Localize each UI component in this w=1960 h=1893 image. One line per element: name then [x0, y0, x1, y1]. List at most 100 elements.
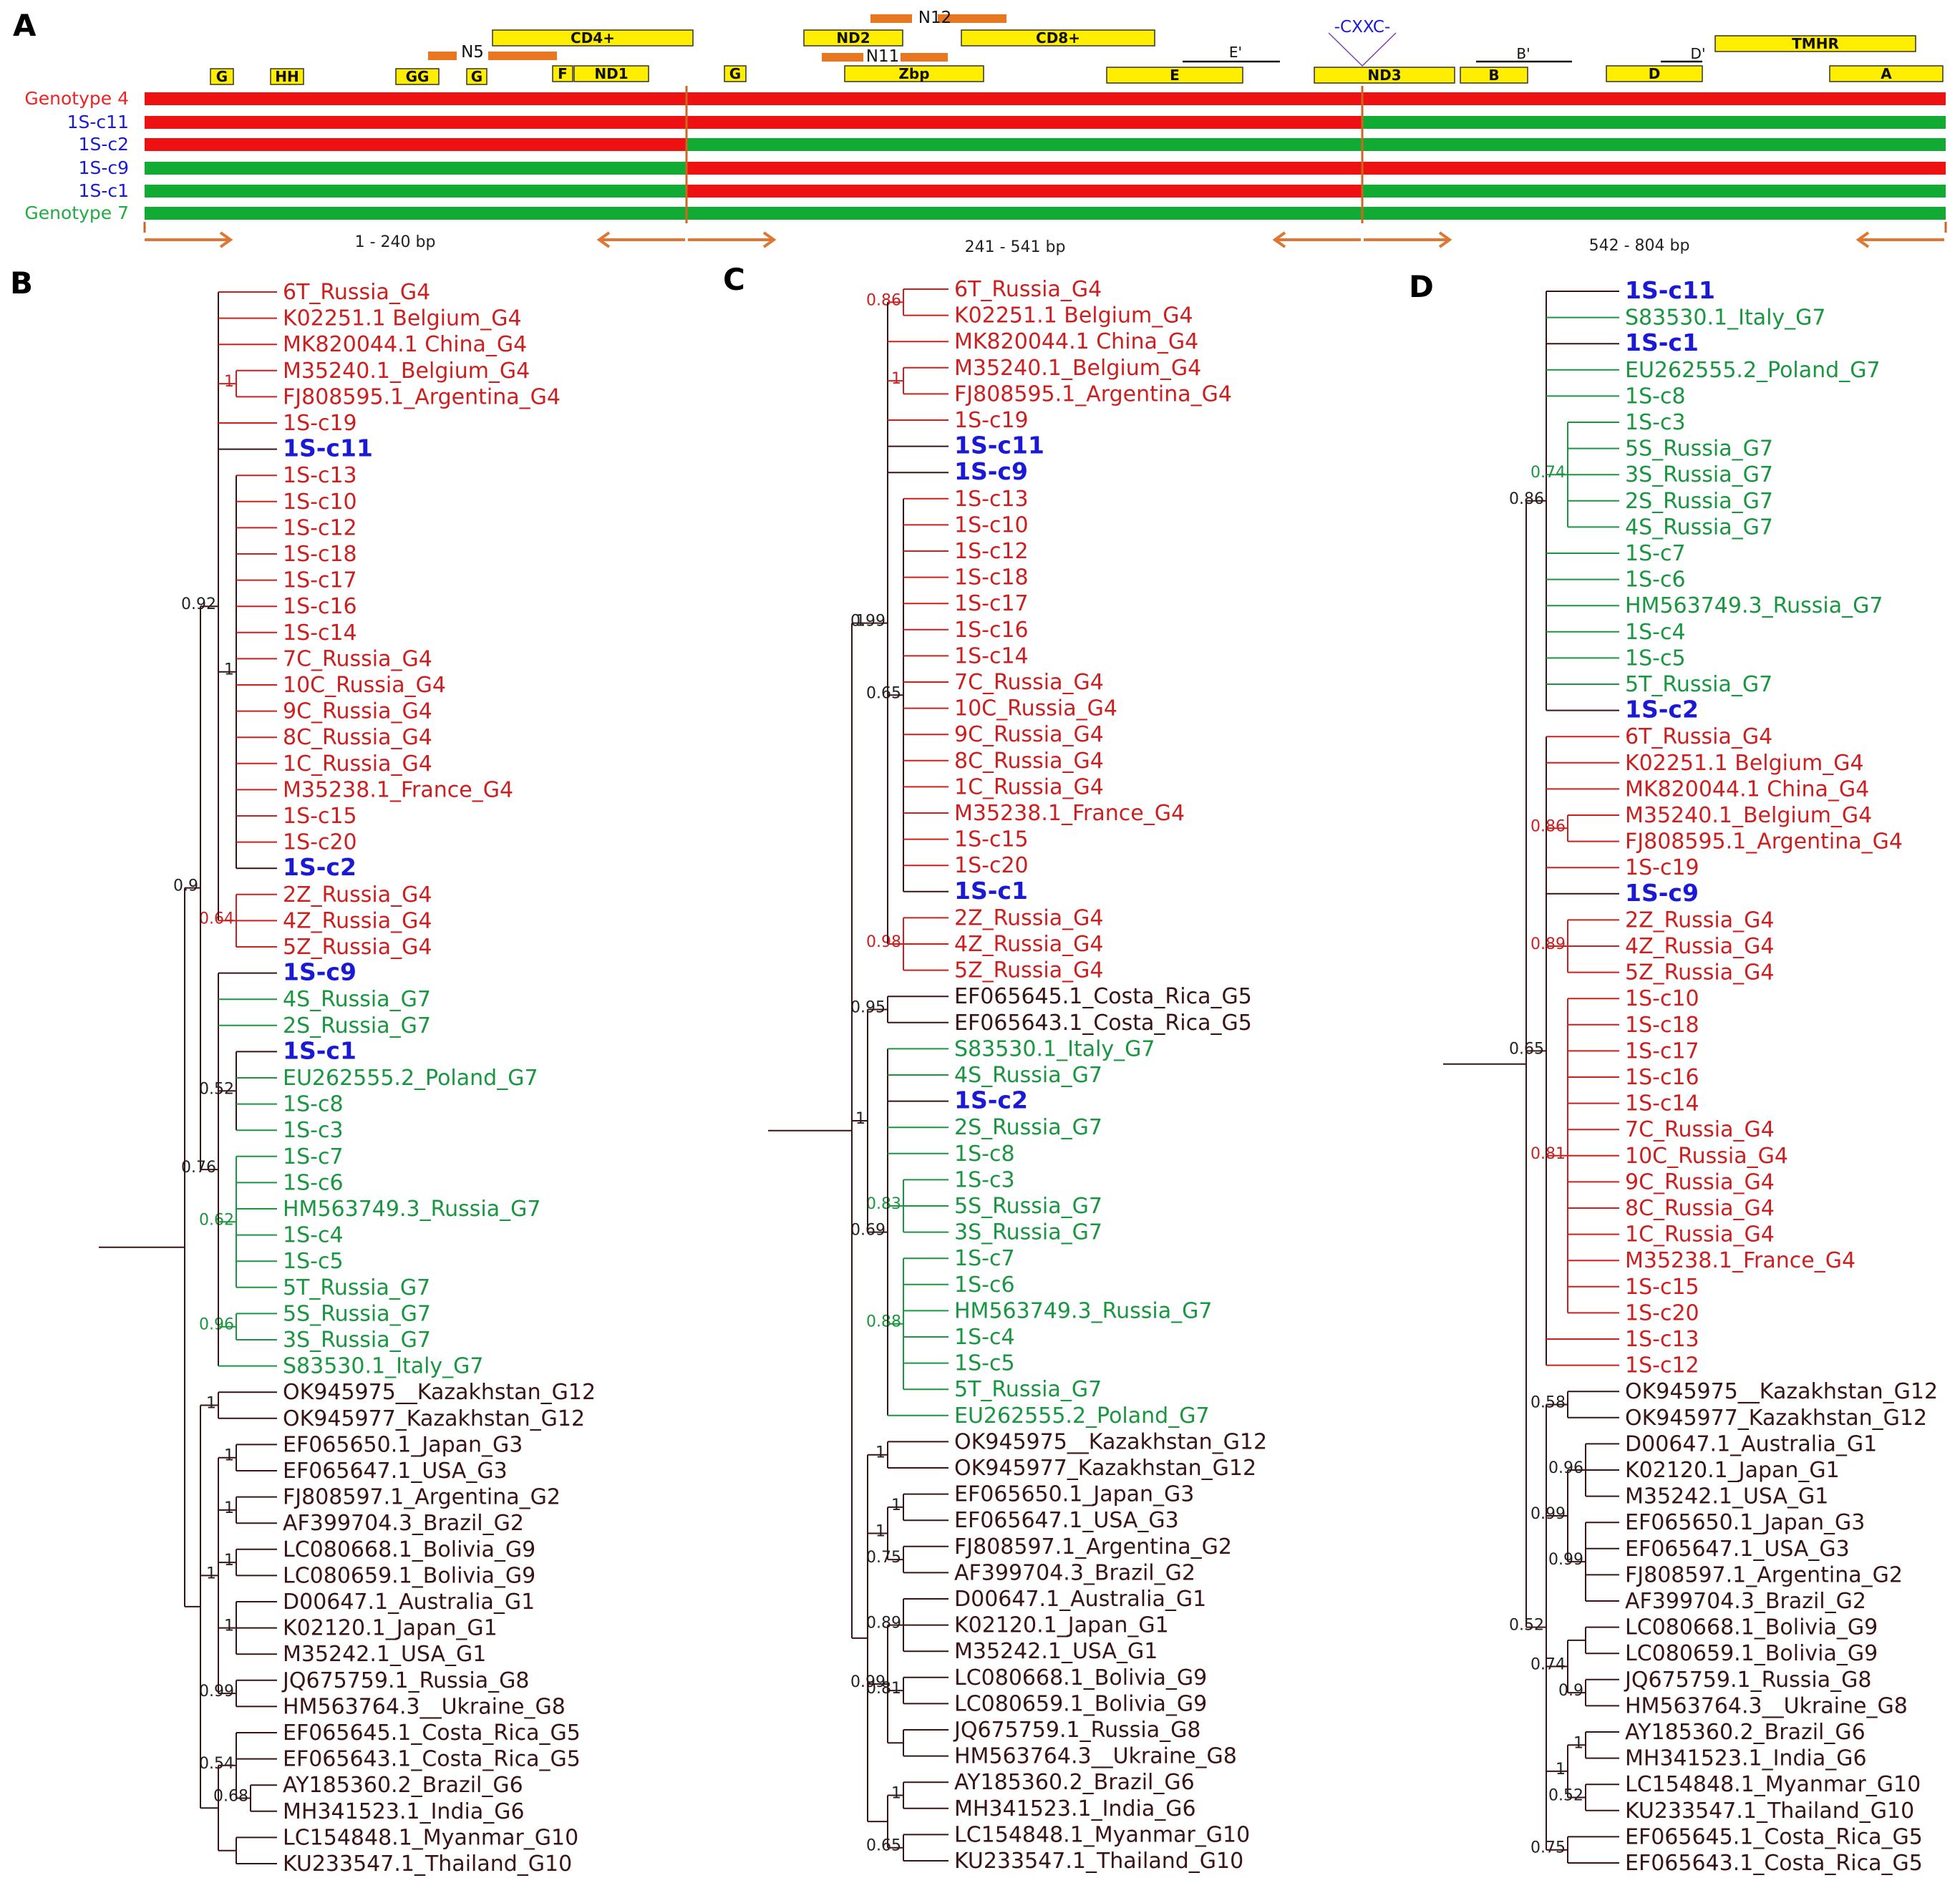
tree-leaf-label: OK945977_Kazakhstan_G12: [1625, 1406, 1927, 1431]
tree-leaf-label: EU262555.2_Poland_G7: [954, 1403, 1210, 1429]
line-label: E': [1229, 44, 1242, 61]
tree-leaf-label: 1S-c8: [954, 1142, 1015, 1167]
line-label: D': [1691, 45, 1706, 62]
support-value: 1: [224, 661, 234, 679]
tree-leaf-label: 1S-c7: [283, 1144, 344, 1169]
tree-leaf-label: 1S-c14: [1625, 1091, 1699, 1116]
domain-label: A: [1881, 65, 1892, 82]
tree-leaf-label: 1S-c5: [283, 1249, 344, 1274]
epitope-label: N12: [918, 9, 951, 27]
domain-label: ND3: [1367, 67, 1401, 84]
tree-leaf-label: 9C_Russia_G4: [1625, 1169, 1775, 1194]
support-value: 0.68: [213, 1788, 248, 1806]
domain-label: G: [471, 68, 482, 85]
support-value: 0.64: [199, 910, 234, 928]
tree-leaf-label: FJ808595.1_Argentina_G4: [954, 381, 1232, 407]
tree-leaf-label: 1S-c2: [1625, 696, 1699, 724]
tree-leaf-label: FJ808595.1_Argentina_G4: [1625, 829, 1903, 855]
domain-box: [466, 68, 487, 85]
tree-leaf-label: D00647.1_Australia_G1: [1625, 1431, 1877, 1456]
tree-leaf-label: 1S-c8: [1625, 384, 1686, 409]
tree-leaf-label: 1S-c6: [1625, 568, 1686, 593]
genome-segment: [145, 138, 687, 151]
region-arrow-head: [1438, 231, 1452, 248]
tree-leaf-label: 1S-c11: [283, 434, 373, 462]
support-value: 1: [855, 613, 865, 631]
tree-leaf-label: 1S-c5: [954, 1351, 1015, 1376]
support-value: 0.75: [866, 1549, 901, 1567]
epitope-label: N5: [461, 43, 484, 62]
genome-segment: [687, 162, 1362, 175]
tree-leaf-label: 1S-c5: [1625, 646, 1686, 671]
tree-leaf-label: LC154848.1_Myanmar_G10: [954, 1822, 1250, 1847]
tree-leaf-label: KU233547.1_Thailand_G10: [283, 1851, 572, 1877]
tree-leaf-label: 5S_Russia_G7: [1625, 437, 1773, 462]
domain-box: [803, 29, 903, 47]
tree-leaf-label: M35238.1_France_G4: [283, 777, 513, 802]
tree-leaf-label: 4S_Russia_G7: [954, 1063, 1102, 1088]
genome-row-label: Genotype 7: [24, 203, 129, 223]
tree-leaf-label: M35238.1_France_G4: [1625, 1248, 1855, 1273]
tree-leaf-label: 5Z_Russia_G4: [283, 935, 432, 960]
tree-leaf-label: 1S-c19: [954, 408, 1029, 433]
tree-leaf-label: 1S-c12: [1625, 1353, 1699, 1378]
tree-leaf-label: 5T_Russia_G7: [954, 1377, 1102, 1402]
tree-leaf-label: 1S-c4: [954, 1325, 1015, 1350]
genome-segment: [145, 92, 687, 105]
support-value: 1: [855, 1110, 865, 1128]
tree-leaf-label: D00647.1_Australia_G1: [954, 1587, 1206, 1612]
tree-leaf-label: 1C_Russia_G4: [283, 751, 432, 777]
support-value: 0.52: [199, 1080, 234, 1098]
tree-leaf-label: AY185360.2_Brazil_G6: [954, 1770, 1195, 1795]
tree-leaf-label: 3S_Russia_G7: [1625, 462, 1773, 487]
genome-segment: [1362, 207, 1946, 220]
support-value: 0.75: [1530, 1839, 1566, 1857]
tree-leaf-label: 1C_Russia_G4: [954, 774, 1104, 799]
region-arrow-head: [596, 231, 611, 248]
epitope-bar: [822, 53, 863, 62]
support-value: 1: [224, 1552, 234, 1570]
genome-segment: [1362, 116, 1946, 129]
epitope-bar: [938, 14, 1006, 23]
support-value: 0.89: [866, 1615, 901, 1632]
cxxc-marker: [1328, 32, 1397, 67]
domain-label: CD8+: [1036, 29, 1080, 47]
tree-leaf-label: 1C_Russia_G4: [1625, 1222, 1775, 1247]
tree-leaf-label: 1S-c10: [283, 490, 357, 515]
support-value: 1: [891, 1497, 901, 1514]
tree-leaf-label: 1S-c19: [1625, 855, 1699, 880]
tree-leaf-label: 2Z_Russia_G4: [283, 882, 432, 907]
tree-leaf-label: 1S-c4: [283, 1223, 344, 1248]
support-value: 0.96: [1548, 1459, 1583, 1477]
support-value: 0.65: [866, 1837, 901, 1855]
line-label: B': [1516, 45, 1530, 62]
tree-leaf-label: OK945975__Kazakhstan_G12: [283, 1380, 596, 1405]
tree-leaf-label: LC080668.1_Bolivia_G9: [954, 1665, 1207, 1690]
tree-leaf-label: 5S_Russia_G7: [283, 1301, 431, 1326]
domain-label: GG: [406, 68, 430, 85]
tree-leaf-label: EF065647.1_USA_G3: [1625, 1537, 1850, 1562]
tree-leaf-label: 10C_Russia_G4: [954, 696, 1117, 721]
tree-leaf-label: M35240.1_Belgium_G4: [954, 356, 1201, 381]
support-value: 0.89: [1530, 935, 1566, 953]
support-value: 0.58: [1530, 1394, 1566, 1412]
tree-leaf-label: AF399704.3_Brazil_G2: [1625, 1589, 1866, 1614]
tree-leaf-label: 1S-c17: [1625, 1038, 1699, 1064]
tree-leaf-label: 4S_Russia_G7: [1625, 515, 1773, 540]
tree-leaf-label: HM563764.3__Ukraine_G8: [283, 1694, 566, 1719]
tree-leaf-label: 8C_Russia_G4: [283, 725, 432, 750]
tree-leaf-label: 1S-c13: [283, 463, 357, 488]
tree-leaf-label: 5Z_Russia_G4: [1625, 960, 1774, 986]
tree-leaf-label: 1S-c18: [954, 565, 1029, 590]
tree-leaf-label: M35240.1_Belgium_G4: [1625, 803, 1872, 828]
genome-map-panel: Genotype 4 1S-c111S-c21S-c91S-c1Genotype …: [24, 9, 1947, 256]
support-value: 0.86: [1530, 817, 1566, 835]
domain-box: [270, 68, 304, 85]
tree-leaf-label: S83530.1_Italy_G7: [954, 1036, 1155, 1061]
tree-leaf-label: 1S-c17: [283, 568, 357, 593]
tree-leaf-label: EU262555.2_Poland_G7: [1625, 358, 1881, 383]
tree-leaf-label: 5Z_Russia_G4: [954, 958, 1103, 983]
domain-box: [1829, 65, 1944, 82]
tree-leaf-label: 6T_Russia_G4: [283, 280, 430, 305]
